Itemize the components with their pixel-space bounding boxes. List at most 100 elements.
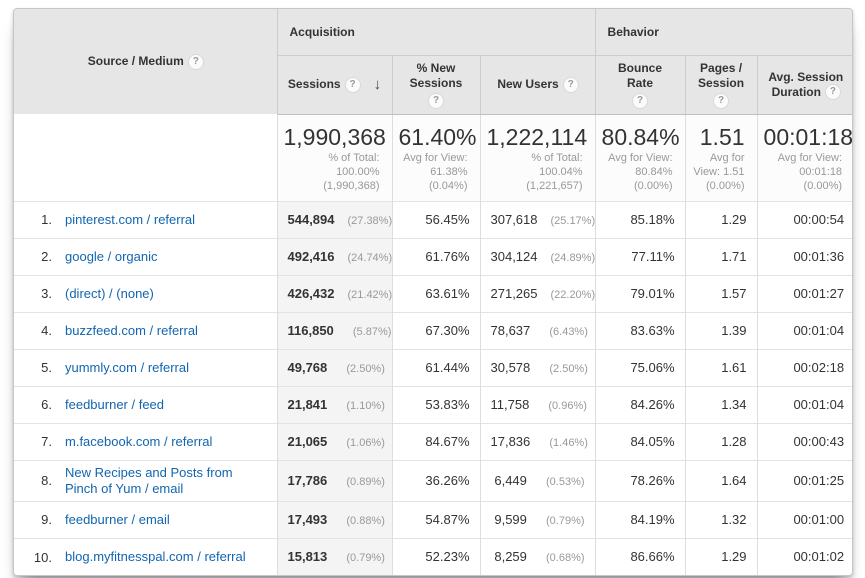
source-medium-link[interactable]: buzzfeed.com / referral bbox=[65, 322, 198, 338]
sessions-value: 21,841 bbox=[287, 397, 328, 412]
avg-duration-cell: 00:00:54 bbox=[756, 200, 852, 238]
sessions-cell: 17,493 (0.88%) bbox=[276, 500, 392, 538]
bounce-rate-cell: 84.19% bbox=[594, 500, 686, 538]
row-index: 4. bbox=[41, 323, 52, 339]
pages-session-cell: 1.32 bbox=[684, 500, 758, 538]
avg-duration-label: Avg. Session Duration bbox=[768, 69, 844, 99]
sessions-value: 426,432 bbox=[287, 286, 335, 301]
sessions-cell: 21,065 (1.06%) bbox=[276, 422, 392, 460]
help-icon[interactable]: ? bbox=[345, 77, 360, 92]
pages-session-cell: 1.28 bbox=[684, 422, 758, 460]
bounce-rate-cell: 75.06% bbox=[594, 348, 686, 386]
column-header-new-sessions[interactable]: % New Sessions? bbox=[391, 55, 480, 115]
pages-session-cell: 1.29 bbox=[684, 537, 758, 575]
help-icon[interactable]: ? bbox=[633, 94, 648, 108]
help-icon[interactable]: ? bbox=[825, 85, 840, 100]
help-icon[interactable]: ? bbox=[188, 54, 203, 69]
new-users-cell: 6,449 (0.53%) bbox=[479, 459, 596, 501]
source-medium-link[interactable]: pinterest.com / referral bbox=[65, 211, 196, 227]
sessions-value: 21,065 bbox=[287, 434, 328, 449]
new-sessions-cell: 61.76% bbox=[391, 237, 480, 275]
bounce-rate-cell: 78.26% bbox=[594, 459, 686, 501]
new-users-cell: 17,836 (1.46%) bbox=[479, 422, 596, 460]
source-medium-link[interactable]: (direct) / (none) bbox=[65, 285, 154, 301]
new-users-cell: 304,124 (24.89%) bbox=[479, 237, 595, 275]
sessions-cell: 15,813 (0.79%) bbox=[276, 537, 392, 575]
source-cell: 4. buzzfeed.com / referral bbox=[14, 311, 277, 349]
table-header: Source / Medium? Acquisition Behavior Se… bbox=[14, 9, 852, 115]
bounce-rate-cell: 79.01% bbox=[594, 274, 686, 312]
column-header-source-medium[interactable]: Source / Medium? bbox=[14, 9, 278, 114]
help-icon[interactable]: ? bbox=[429, 94, 443, 108]
new-sessions-cell: 84.67% bbox=[391, 422, 480, 460]
source-medium-link[interactable]: blog.myfitnesspal.com / referral bbox=[65, 549, 246, 565]
summary-new-sessions: 61.40% Avg for View: 61.38% (0.04%) bbox=[391, 114, 480, 201]
sessions-cell: 426,432 (21.42%) bbox=[276, 274, 393, 312]
sessions-cell: 49,768 (2.50%) bbox=[276, 348, 392, 386]
sessions-percent: (27.38%) bbox=[347, 215, 393, 227]
row-index: 2. bbox=[41, 249, 52, 265]
new-users-value: 11,758 bbox=[490, 397, 530, 412]
bounce-rate-cell: 85.18% bbox=[594, 200, 686, 238]
new-sessions-cell: 54.87% bbox=[391, 500, 480, 538]
new-users-value: 78,637 bbox=[490, 323, 531, 338]
pages-session-cell: 1.71 bbox=[684, 237, 758, 275]
sessions-percent: (0.89%) bbox=[346, 476, 385, 488]
summary-avg-duration: 00:01:18 Avg for View: 00:01:18 (0.00%) bbox=[756, 114, 852, 201]
new-users-cell: 307,618 (25.17%) bbox=[479, 200, 595, 238]
new-users-cell: 30,578 (2.50%) bbox=[479, 348, 596, 386]
new-users-label: New Users bbox=[497, 77, 559, 91]
source-cell: 8. New Recipes and Posts from Pinch of Yu… bbox=[14, 459, 277, 501]
sessions-percent: (21.42%) bbox=[347, 289, 393, 301]
avg-duration-cell: 00:01:00 bbox=[756, 500, 852, 538]
new-users-value: 9,599 bbox=[494, 512, 527, 527]
group-header-behavior: Behavior bbox=[594, 9, 852, 56]
new-users-percent: (22.20%) bbox=[550, 289, 596, 301]
sessions-percent: (5.87%) bbox=[352, 326, 392, 338]
new-sessions-cell: 53.83% bbox=[391, 385, 480, 423]
source-medium-link[interactable]: m.facebook.com / referral bbox=[65, 433, 213, 449]
pages-session-cell: 1.29 bbox=[684, 200, 758, 238]
summary-source-cell bbox=[14, 114, 277, 201]
sessions-cell: 492,416 (24.74%) bbox=[276, 237, 392, 275]
column-header-new-users[interactable]: New Users? bbox=[479, 55, 596, 115]
new-sessions-cell: 36.26% bbox=[391, 459, 480, 501]
source-medium-link[interactable]: feedburner / feed bbox=[65, 396, 165, 412]
bounce-rate-cell: 77.11% bbox=[594, 237, 686, 275]
source-medium-link[interactable]: google / organic bbox=[65, 248, 158, 264]
source-cell: 5. yummly.com / referral bbox=[14, 348, 277, 386]
sessions-cell: 116,850 (5.87%) bbox=[276, 311, 392, 349]
column-header-avg-duration[interactable]: Avg. Session Duration? bbox=[756, 55, 852, 115]
source-medium-link[interactable]: feedburner / email bbox=[65, 511, 170, 527]
new-users-percent: (0.53%) bbox=[546, 476, 585, 488]
column-header-pages-session[interactable]: Pages / Session? bbox=[684, 55, 758, 115]
source-medium-link[interactable]: yummly.com / referral bbox=[65, 359, 189, 375]
help-icon[interactable]: ? bbox=[714, 94, 729, 108]
column-header-sessions[interactable]: Sessions? ↓ bbox=[276, 55, 392, 115]
new-sessions-cell: 67.30% bbox=[391, 311, 480, 349]
source-cell: 9. feedburner / email bbox=[14, 500, 277, 538]
source-medium-link[interactable]: New Recipes and Posts from Pinch of Yum … bbox=[65, 464, 233, 496]
pages-session-cell: 1.34 bbox=[684, 385, 758, 423]
sessions-cell: 17,786 (0.89%) bbox=[276, 459, 392, 501]
new-sessions-cell: 52.23% bbox=[391, 537, 480, 575]
column-header-bounce-rate[interactable]: Bounce Rate? bbox=[594, 55, 686, 115]
bounce-rate-cell: 84.26% bbox=[594, 385, 686, 423]
avg-duration-cell: 00:02:18 bbox=[756, 348, 852, 386]
avg-duration-cell: 00:01:02 bbox=[756, 537, 852, 575]
pages-session-cell: 1.57 bbox=[684, 274, 758, 312]
source-cell: 7. m.facebook.com / referral bbox=[14, 422, 277, 460]
row-index: 10. bbox=[33, 549, 52, 565]
source-cell: 6. feedburner / feed bbox=[14, 385, 277, 423]
new-users-percent: (0.96%) bbox=[548, 400, 587, 412]
sessions-value: 544,894 bbox=[287, 212, 335, 227]
table-body: 1,990,368 % of Total: 100.00% (1,990,368… bbox=[14, 114, 852, 575]
summary-sessions: 1,990,368 % of Total: 100.00% (1,990,368… bbox=[276, 114, 392, 201]
help-icon[interactable]: ? bbox=[563, 77, 578, 92]
table-row: 4. buzzfeed.com / referral 116,850 (5.87%… bbox=[14, 311, 852, 349]
row-index: 9. bbox=[41, 512, 52, 528]
row-index: 7. bbox=[41, 434, 52, 450]
source-medium-label: Source / Medium bbox=[87, 54, 184, 69]
sessions-percent: (0.79%) bbox=[346, 552, 385, 565]
